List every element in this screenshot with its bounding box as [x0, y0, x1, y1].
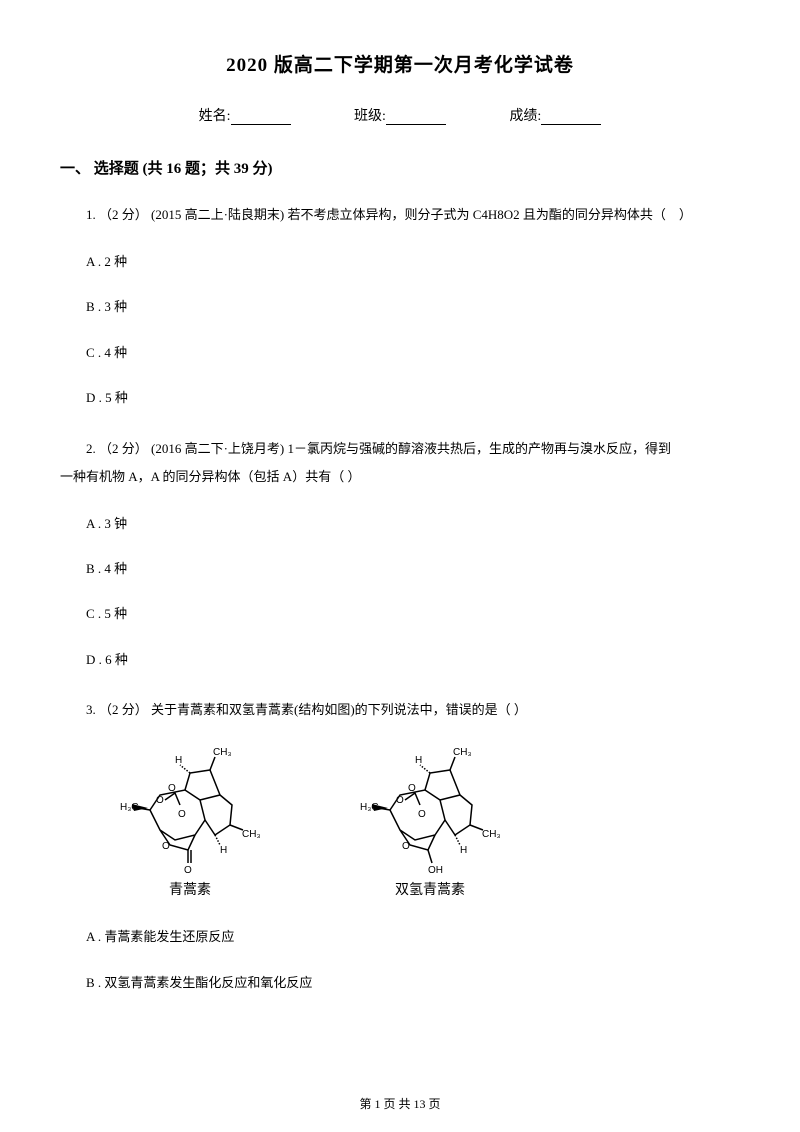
svg-text:O: O — [178, 809, 186, 820]
svg-text:CH₃: CH₃ — [213, 747, 232, 758]
q1-option-c: C . 4 种 — [86, 341, 740, 364]
svg-text:CH₃: CH₃ — [453, 747, 472, 758]
question-3: 3. （2 分） 关于青蒿素和双氢青蒿素(结构如图)的下列说法中，错误的是（ ） — [60, 697, 740, 723]
name-underline — [231, 124, 291, 125]
q2-option-a: A . 3 钟 — [86, 512, 740, 535]
q3-option-b: B . 双氢青蒿素发生酯化反应和氧化反应 — [86, 971, 740, 994]
qinghaosu-label: 青蒿素 — [120, 879, 260, 899]
name-label: 姓名: — [199, 109, 231, 124]
question-2-line2: 一种有机物 A，A 的同分异构体（包括 A）共有（ ） — [60, 464, 740, 490]
score-field: 成绩: — [509, 105, 601, 125]
name-field: 姓名: — [199, 105, 291, 125]
q2-option-c: C . 5 种 — [86, 602, 740, 625]
svg-text:O: O — [418, 809, 426, 820]
svg-text:CH₃: CH₃ — [482, 829, 500, 840]
svg-text:H: H — [415, 755, 422, 766]
q1-option-b: B . 3 种 — [86, 295, 740, 318]
q2-option-b: B . 4 种 — [86, 557, 740, 580]
svg-text:H: H — [220, 845, 227, 856]
svg-text:O: O — [396, 795, 404, 806]
svg-text:O: O — [156, 795, 164, 806]
svg-text:H₃C: H₃C — [360, 802, 379, 813]
svg-text:O: O — [168, 783, 176, 794]
q2-option-d: D . 6 种 — [86, 648, 740, 671]
class-underline — [386, 124, 446, 125]
q3-option-a: A . 青蒿素能发生还原反应 — [86, 925, 740, 948]
svg-text:O: O — [402, 841, 410, 852]
chemical-structures: H₃C CH₃ CH₃ H H O O O O O 青蒿素 — [120, 745, 740, 899]
score-label: 成绩: — [509, 109, 541, 124]
student-info-row: 姓名: 班级: 成绩: — [60, 105, 740, 125]
svg-text:CH₃: CH₃ — [242, 829, 260, 840]
page-footer: 第 1 页 共 13 页 — [0, 1095, 800, 1112]
svg-text:H₃C: H₃C — [120, 802, 139, 813]
svg-text:O: O — [162, 841, 170, 852]
q1-option-d: D . 5 种 — [86, 386, 740, 409]
dihydro-label: 双氢青蒿素 — [360, 879, 500, 899]
svg-text:O: O — [408, 783, 416, 794]
svg-text:H: H — [460, 845, 467, 856]
class-field: 班级: — [354, 105, 446, 125]
structure-dihydro: H₃C CH₃ CH₃ H H O O O OH O 双氢青蒿素 — [360, 745, 500, 899]
question-2-line1: 2. （2 分） (2016 高二下·上饶月考) 1－氯丙烷与强碱的醇溶液共热后… — [60, 436, 740, 462]
class-label: 班级: — [354, 109, 386, 124]
question-1: 1. （2 分） (2015 高二上·陆良期末) 若不考虑立体异构，则分子式为 … — [60, 202, 740, 228]
q1-option-a: A . 2 种 — [86, 250, 740, 273]
svg-text:OH: OH — [428, 865, 443, 875]
score-underline — [541, 124, 601, 125]
svg-text:O: O — [184, 865, 192, 875]
structure-qinghaosu: H₃C CH₃ CH₃ H H O O O O O 青蒿素 — [120, 745, 260, 899]
qinghaosu-diagram: H₃C CH₃ CH₃ H H O O O O O — [120, 745, 260, 875]
dihydro-diagram: H₃C CH₃ CH₃ H H O O O OH O — [360, 745, 500, 875]
svg-text:H: H — [175, 755, 182, 766]
section-header: 一、 选择题 (共 16 题；共 39 分) — [60, 157, 740, 178]
page-title: 2020 版高二下学期第一次月考化学试卷 — [60, 50, 740, 77]
